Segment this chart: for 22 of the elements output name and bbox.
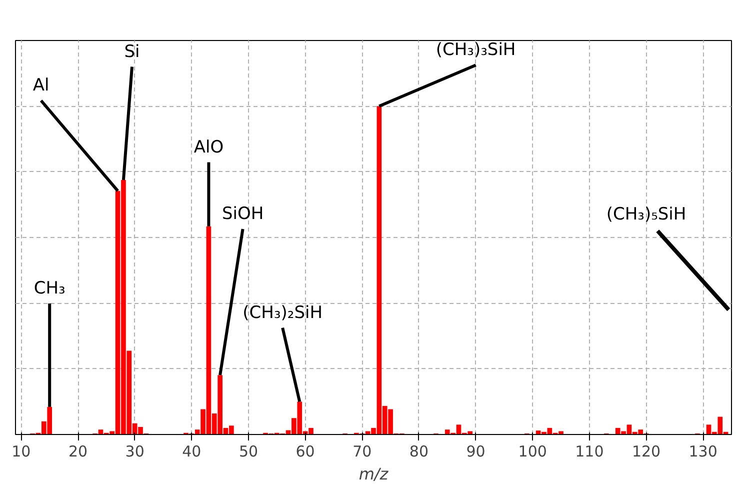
x-tick-label: 60 xyxy=(296,442,315,460)
x-tick-label: 70 xyxy=(352,442,372,460)
annotation: CH₃ xyxy=(34,278,66,299)
x-tick-label: 50 xyxy=(238,442,258,460)
x-tick-label: 20 xyxy=(68,442,88,460)
x-axis-title: m/z xyxy=(358,464,389,484)
annotation: Al xyxy=(32,76,50,96)
x-tick-label: 30 xyxy=(125,442,144,460)
x-tick-label: 90 xyxy=(466,442,486,460)
x-tick-label: 120 xyxy=(632,442,661,460)
x-tick-label: 10 xyxy=(12,442,31,460)
annotation: (CH₃)₂SiH xyxy=(242,302,323,323)
x-tick-label: 110 xyxy=(575,442,604,460)
x-tick-label: 80 xyxy=(409,442,429,460)
annotation: SiOH xyxy=(222,204,264,224)
x-tick-label: 130 xyxy=(688,442,718,460)
annotation: Si xyxy=(124,42,140,62)
x-tick-label: 100 xyxy=(518,442,547,460)
x-tick-label: 40 xyxy=(182,442,202,460)
annotation: (CH₃)₃SiH xyxy=(436,40,516,60)
annotation: AlO xyxy=(194,137,224,158)
annotation: (CH₃)₅SiH xyxy=(606,204,686,224)
